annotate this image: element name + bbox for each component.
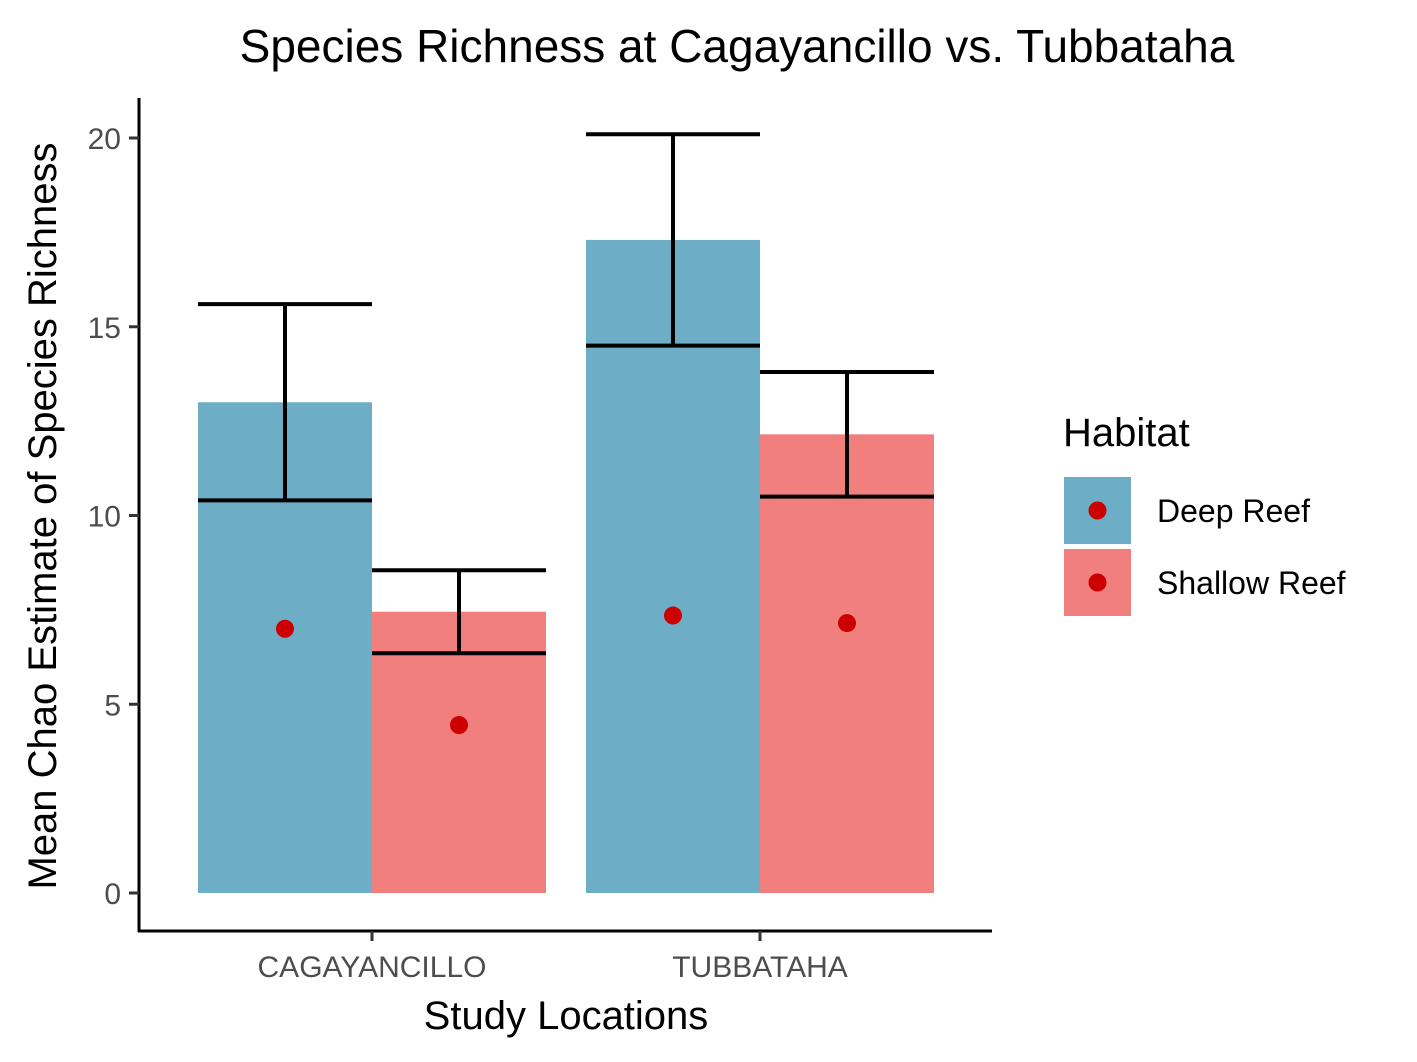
data-point	[664, 606, 682, 625]
legend: Habitat Deep Reef Shallow Reef	[1063, 411, 1346, 616]
x-axis-title: Study Locations	[424, 994, 709, 1038]
error-bar	[760, 370, 934, 499]
x-tick-label: CAGAYANCILLO	[258, 951, 487, 984]
legend-label: Shallow Reef	[1157, 565, 1346, 601]
bar-shallow-reef-cagayancillo	[372, 611, 546, 893]
y-tick-label: 20	[88, 123, 121, 156]
legend-label: Deep Reef	[1157, 493, 1310, 529]
error-bar	[586, 132, 760, 348]
legend-title: Habitat	[1063, 411, 1190, 455]
error-bar	[372, 568, 546, 656]
error-bar	[198, 302, 372, 503]
y-tick-label: 15	[88, 312, 121, 345]
plot-area: 0 5 10 15 20 CAGAYANCILLO TUBBATAHA	[88, 98, 992, 984]
x-tick-label: TUBBATAHA	[672, 951, 848, 984]
y-axis-title: Mean Chao Estimate of Species Richness	[21, 142, 65, 889]
y-tick-label: 5	[104, 689, 121, 722]
y-tick-label: 0	[104, 878, 121, 911]
chart-title: Species Richness at Cagayancillo vs. Tub…	[240, 20, 1235, 72]
y-tick-label: 10	[88, 501, 121, 534]
data-point	[276, 619, 294, 638]
bar-shallow-reef-tubbataha	[760, 434, 934, 893]
data-point	[838, 614, 856, 633]
legend-point	[1088, 573, 1107, 592]
data-point	[450, 716, 468, 735]
bar-deep-reef-tubbataha	[586, 239, 760, 894]
legend-point	[1088, 501, 1107, 520]
